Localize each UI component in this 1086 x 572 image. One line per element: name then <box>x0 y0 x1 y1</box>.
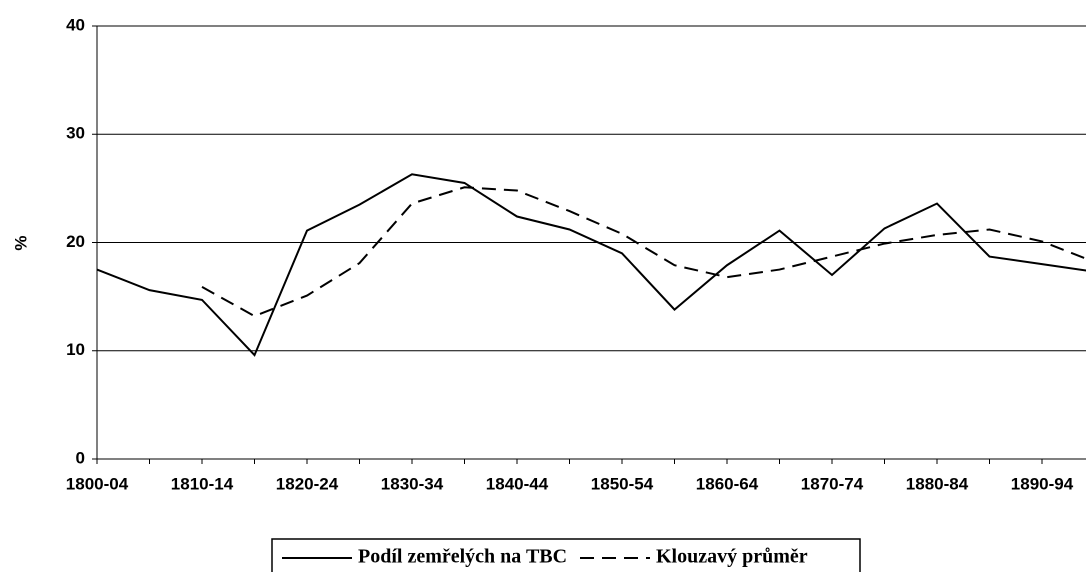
line-series <box>201 186 1086 318</box>
y-tick-label: 30 <box>66 124 85 143</box>
x-tick-label: 1820-24 <box>276 474 339 493</box>
x-tick-label: 1870-74 <box>801 474 864 493</box>
y-axis-label: % <box>11 235 30 250</box>
legend-label: Podíl zemřelých na TBC <box>358 546 567 568</box>
y-tick-label: 10 <box>66 340 85 359</box>
legend-box <box>271 538 861 572</box>
x-tick-label: 1860-64 <box>696 474 759 493</box>
x-tick-label: 1880-84 <box>906 474 969 493</box>
x-tick-label: 1840-44 <box>486 474 549 493</box>
y-tick-label: 40 <box>66 15 85 34</box>
x-tick-label: 1850-54 <box>591 474 654 493</box>
x-tick-label: 1830-34 <box>381 474 444 493</box>
x-tick-label: 1890-94 <box>1011 474 1074 493</box>
x-tick-label: 1810-14 <box>171 474 234 493</box>
y-tick-label: 0 <box>76 448 85 467</box>
legend-label: Klouzavý průměr <box>656 546 808 568</box>
y-tick-label: 20 <box>66 232 85 251</box>
line-series <box>96 173 1086 357</box>
x-tick-label: 1800-04 <box>66 474 129 493</box>
